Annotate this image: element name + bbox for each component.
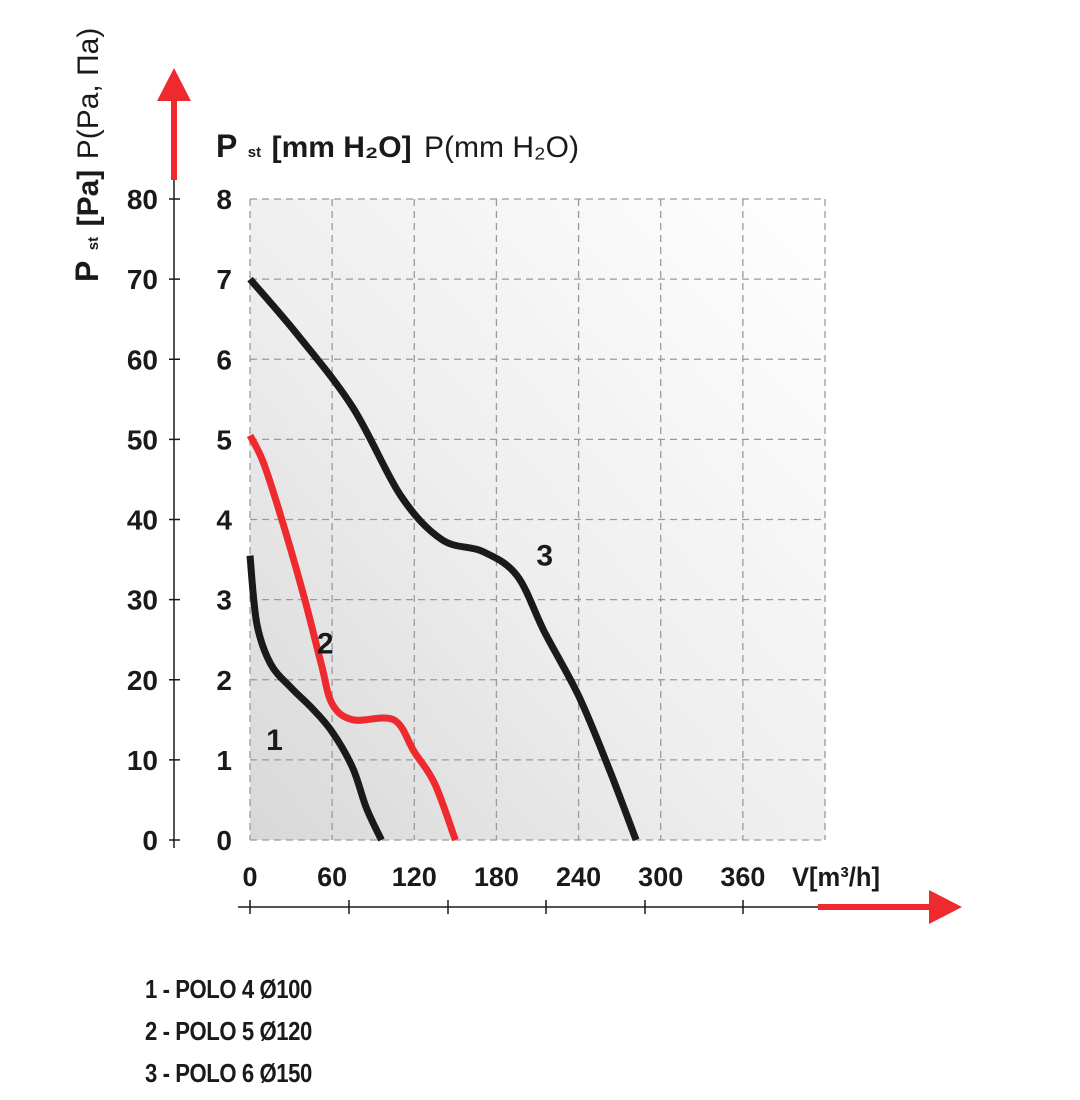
y-tick-label-mmh2o: 0 (216, 825, 232, 856)
x-tick-label: 60 (317, 862, 347, 892)
y-tick-label-mmh2o: 7 (216, 264, 232, 295)
x-tick-label: 300 (638, 862, 683, 892)
fan-performance-chart: 0 10 20 30 40 50 60 70 80 0 1 2 3 4 5 6 7 8 0 60 120 180 240… (69, 28, 962, 924)
y-tick-label-pa: 70 (127, 264, 158, 295)
y-tick-label-pa: 20 (127, 665, 158, 696)
y-tick-label-pa: 60 (127, 344, 158, 375)
x-axis-arrow-head (929, 890, 962, 924)
x-tick-label: 120 (392, 862, 437, 892)
y-tick-label-mmh2o: 5 (216, 424, 232, 455)
series-label-3: 3 (536, 540, 553, 573)
series-line-1 (246, 555, 385, 842)
x-tick-label: 360 (720, 862, 765, 892)
y-tick-label-mmh2o: 3 (216, 585, 232, 616)
y-tick-label-mmh2o: 6 (216, 344, 232, 375)
y-tick-label-mmh2o: 1 (216, 745, 232, 776)
y-tick-label-mmh2o: 8 (216, 184, 232, 215)
x-tick-label: 240 (556, 862, 601, 892)
x-tick-label: 180 (474, 862, 519, 892)
y-tick-label-pa: 30 (127, 585, 158, 616)
x-axis-title: V[m³/h] (792, 862, 880, 892)
x-tick-label: 0 (242, 862, 257, 892)
series-line-2 (246, 433, 459, 842)
y-tick-label-pa: 50 (127, 424, 158, 455)
y-axis-title-mmh2o: P st [mm H₂O] P(mm H₂O) (216, 128, 579, 164)
y-tick-label-mmh2o: 2 (216, 665, 232, 696)
curves: 1 2 3 (246, 276, 640, 842)
series-line-3 (247, 276, 640, 842)
series-label-2: 2 (317, 628, 334, 661)
y-axis-arrow-head (157, 68, 191, 101)
y-tick-label-pa: 10 (127, 745, 158, 776)
series-label-1: 1 (266, 724, 283, 757)
y-tick-label-pa: 0 (142, 825, 158, 856)
legend: 1 - POLO 4 Ø100 2 - POLO 5 Ø120 3 - POLO… (145, 968, 341, 1094)
y-tick-label-pa: 80 (127, 184, 158, 215)
y-tick-label-pa: 40 (127, 505, 158, 536)
legend-item-1: 1 - POLO 4 Ø100 (145, 974, 312, 1004)
legend-item-2: 2 - POLO 5 Ø120 (145, 1016, 312, 1046)
y-tick-labels-pa: 0 10 20 30 40 50 60 70 80 (127, 184, 180, 856)
y-axis-title-pa: P st [Pa] P(Pa, Па) (69, 28, 105, 282)
y-tick-label-mmh2o: 4 (216, 505, 232, 536)
plot-area (250, 199, 825, 840)
x-tick-labels: 0 60 120 180 240 300 360 (242, 862, 765, 892)
legend-item-3: 3 - POLO 6 Ø150 (145, 1058, 312, 1088)
x-axis-ticks (249, 900, 744, 914)
y-tick-labels-mmh2o: 0 1 2 3 4 5 6 7 8 (216, 184, 232, 856)
